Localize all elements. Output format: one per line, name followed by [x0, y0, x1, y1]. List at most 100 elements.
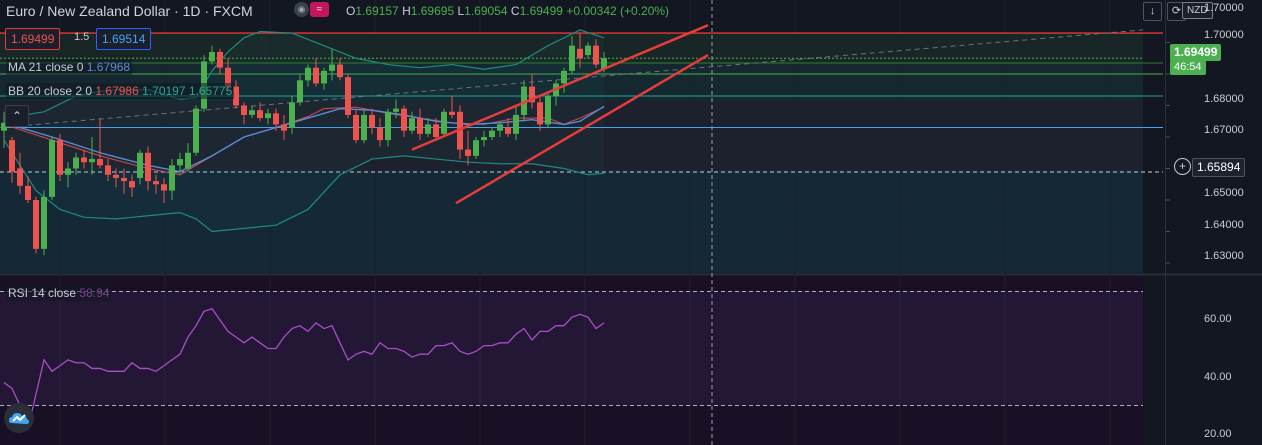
ma-legend[interactable]: MA 21 close 0 1.67968	[6, 59, 133, 75]
candle-body	[505, 127, 511, 134]
candle-body	[265, 113, 271, 119]
price-tick: 1.64000	[1204, 219, 1244, 231]
low-label: L	[457, 4, 465, 18]
candle-body	[561, 70, 567, 84]
candle-body	[289, 102, 295, 128]
candle-body	[73, 157, 79, 169]
bb-label: BB 20 close 2 0	[8, 84, 93, 98]
close-label: C	[510, 4, 520, 18]
candle-body	[369, 114, 375, 128]
candle-body	[601, 58, 607, 69]
high-value: 1.69695	[410, 4, 455, 18]
spread-value: 1.5	[74, 31, 90, 43]
rsi-band	[0, 291, 1143, 406]
bb-lower-line	[3, 139, 605, 233]
candle-body	[9, 140, 15, 172]
candle-body	[177, 159, 183, 166]
change-value: +0.00342 (+0.20%)	[566, 4, 670, 18]
candle-body	[105, 165, 111, 175]
candle-body	[577, 48, 583, 59]
candle-body	[169, 165, 175, 191]
candle-body	[241, 105, 247, 115]
waves-flag-icon[interactable]: ≈	[310, 2, 329, 17]
candle-body	[385, 111, 391, 141]
currency-badge[interactable]: NZD	[1182, 2, 1213, 19]
candle-body	[417, 118, 423, 134]
zone-lower	[0, 170, 1143, 273]
rsi-pane-bg	[0, 276, 1145, 445]
price-tick: 1.70000	[1204, 2, 1244, 14]
candle-body	[65, 168, 71, 175]
candle-body	[121, 177, 127, 182]
symbol-title[interactable]: Euro / New Zealand Dollar · 1D · FXCM	[6, 3, 253, 19]
candle-body	[489, 130, 495, 137]
candle-body	[393, 108, 399, 112]
arrow-down-icon[interactable]: ↓	[1143, 2, 1162, 21]
refresh-icon[interactable]: ⟳	[1167, 2, 1186, 21]
candle-body	[313, 67, 319, 84]
candle-body	[233, 86, 239, 106]
candle-body	[257, 110, 263, 119]
candle-body	[41, 196, 47, 249]
candle-body	[129, 181, 135, 188]
bar-countdown: 46:54	[1170, 60, 1206, 75]
candle-body	[361, 114, 367, 141]
rsi-label: RSI 14 close	[8, 286, 77, 300]
eye-icon[interactable]: ◉	[294, 2, 309, 17]
candle-body	[25, 185, 31, 200]
bb-legend[interactable]: BB 20 close 2 0 1.67986 1.70197 1.65775	[6, 83, 235, 99]
rsi-tick: 40.00	[1204, 371, 1232, 383]
candle-body	[473, 140, 479, 156]
candle-body	[529, 86, 535, 103]
buy-button[interactable]: 1.69514	[96, 28, 152, 50]
candle-body	[33, 200, 39, 249]
trend-line	[455, 54, 709, 205]
rsi-tick: 20.00	[1204, 428, 1232, 440]
candle-body	[81, 157, 87, 163]
candle-body	[217, 51, 223, 68]
candle-body	[273, 113, 279, 125]
plus-circle-icon[interactable]: +	[1174, 158, 1191, 175]
ma-value: 1.67968	[86, 60, 131, 74]
candle-body	[145, 152, 151, 182]
candle-body	[185, 152, 191, 169]
crosshair-price-label: 1.65894	[1192, 158, 1246, 177]
tradingview-cloud-icon[interactable]	[4, 403, 34, 433]
candle-body	[49, 140, 55, 197]
candle-body	[337, 64, 343, 78]
candle-body	[433, 124, 439, 137]
candle-body	[57, 140, 63, 175]
candle-body	[377, 127, 383, 141]
rsi-value: 58.94	[79, 286, 110, 300]
candle-body	[329, 64, 335, 71]
chevron-up-icon[interactable]: ⌃	[5, 105, 29, 127]
candle-body	[321, 70, 327, 84]
bb-upper-value: 1.70197	[142, 84, 186, 98]
candle-body	[113, 174, 119, 178]
rsi-legend[interactable]: RSI 14 close 58.94	[6, 285, 112, 301]
candle-body	[137, 152, 143, 178]
price-tick: 1.63000	[1204, 250, 1244, 262]
bb-lower-value: 1.65775	[188, 84, 233, 98]
open-value: 1.69157	[355, 4, 399, 18]
candle-body	[513, 114, 519, 134]
low-value: 1.69054	[464, 4, 508, 18]
candle-body	[97, 159, 103, 166]
ohlc-readout: O1.69157 H1.69695 L1.69054 C1.69499 +0.0…	[346, 4, 669, 18]
candle-body	[441, 111, 447, 134]
ma-label: MA 21 close 0	[8, 60, 84, 74]
candle-body	[593, 45, 599, 65]
candle-body	[425, 124, 431, 134]
candle-body	[401, 108, 407, 131]
sell-button[interactable]: 1.69499	[5, 28, 61, 50]
candle-body	[569, 45, 575, 71]
price-tick: 1.67000	[1204, 124, 1244, 136]
dashed-trend	[0, 29, 1144, 129]
trend-line	[411, 24, 709, 151]
candle-body	[449, 111, 455, 115]
candle-body	[1, 122, 7, 131]
candle-body	[409, 118, 415, 131]
last-price-label: 1.69499	[1170, 44, 1222, 61]
